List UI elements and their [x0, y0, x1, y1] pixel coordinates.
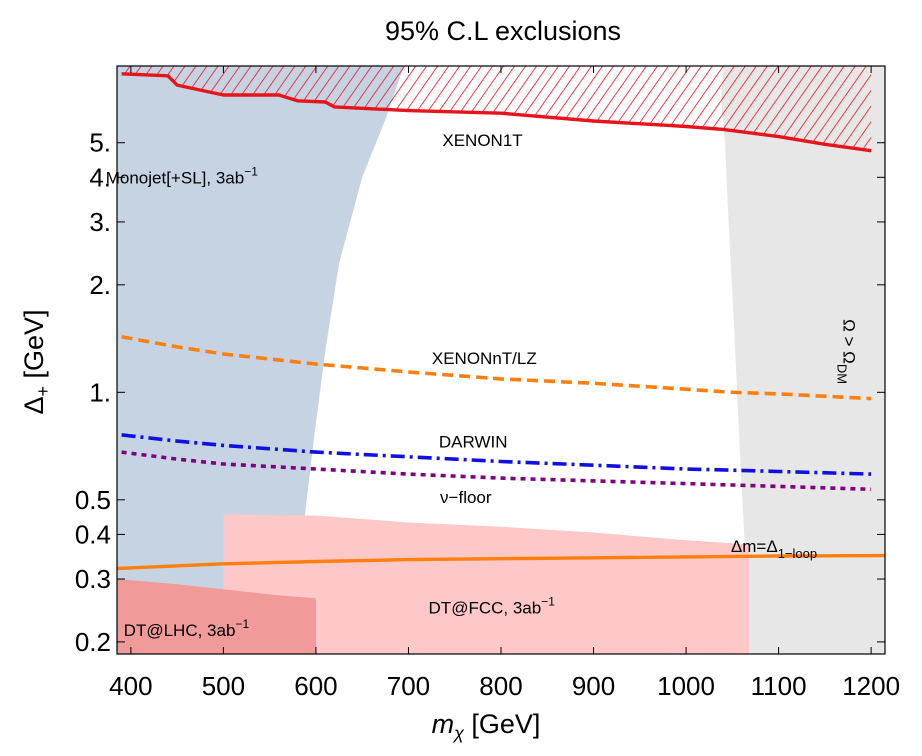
limit-curves: [117, 66, 885, 571]
y-tick-label: 1.: [89, 377, 111, 407]
x-tick-label: 1100: [751, 671, 807, 701]
x-tick-label: 400: [109, 671, 152, 701]
x-tick-label: 800: [479, 671, 522, 701]
y-tick-label: 0.3: [75, 564, 111, 594]
y-tick-label: 4.: [89, 162, 111, 192]
y-axis-title: Δ+ [GeV]: [19, 309, 53, 414]
annotation-xenon1t: XENON1T: [442, 131, 522, 150]
x-tick-label: 900: [572, 671, 615, 701]
x-axis-ticks: 400 500 600 700 800 900 1000 1100 1200: [109, 66, 900, 701]
y-tick-label: 0.2: [75, 627, 111, 657]
y-tick-label: 0.5: [75, 485, 111, 515]
y-tick-label: 5.: [89, 128, 111, 158]
annotation-dt-fcc-3ab: DT@FCC, 3ab−1: [429, 595, 556, 618]
hatch-xenon1t: [121, 66, 872, 151]
region-monojet-sl-3ab: [117, 66, 404, 654]
annotation-dm: Ω > ΩDM: [834, 319, 858, 384]
exclusion-regions: [117, 66, 885, 654]
annotation-floor: ν−floor: [440, 488, 492, 507]
region-dm: [721, 66, 885, 654]
annotation-xenonnt-lz: XENONnT/LZ: [432, 349, 537, 368]
chart-title: 95% C.L exclusions: [385, 16, 621, 46]
y-tick-label: 2.: [89, 270, 111, 300]
x-tick-label: 1200: [842, 671, 900, 701]
series-line-xenon1t: [121, 72, 872, 153]
y-tick-label: 0.4: [75, 519, 111, 549]
y-tick-label: 3.: [89, 207, 111, 237]
annotation-darwin: DARWIN: [439, 433, 508, 452]
x-axis-title: mχ [GeV]: [432, 709, 541, 743]
annotation-monojet-sl-3ab: Monojet[+SL], 3ab−1: [106, 164, 258, 187]
x-tick-label: 700: [387, 671, 430, 701]
x-tick-label: 500: [202, 671, 245, 701]
x-tick-label: 600: [294, 671, 337, 701]
series-line-xenonnt-lz: [121, 335, 872, 401]
y-axis-ticks: 0.2 0.3 0.4 0.5 1. 2. 3. 4. 5.: [75, 128, 885, 657]
region-dt-fcc-3ab: [223, 514, 749, 654]
region-dt-lhc-3ab: [117, 579, 316, 654]
series-line-darwin: [121, 433, 872, 476]
annotation-dt-lhc-3ab: DT@LHC, 3ab−1: [124, 617, 250, 640]
annotations: XENON1T Monojet[+SL], 3ab−1 XENONnT/LZ DARW…: [106, 131, 859, 640]
x-tick-label: 1000: [657, 671, 715, 701]
series-line-m-1-loop: [117, 553, 885, 571]
annotation-m-1-loop: Δm=Δ1−loop: [731, 537, 817, 561]
series-line-floor: [121, 450, 872, 492]
